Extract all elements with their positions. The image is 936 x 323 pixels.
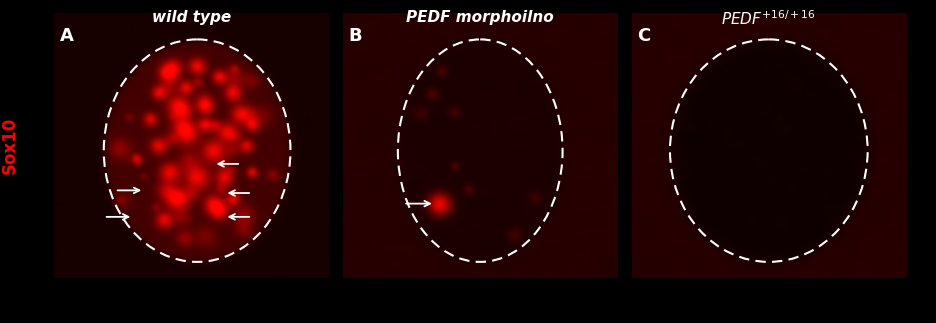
Text: A: A: [60, 27, 74, 45]
Text: wild type: wild type: [152, 10, 231, 25]
Text: PEDF morphoilno: PEDF morphoilno: [406, 10, 553, 25]
Text: $\mathit{PEDF}^{+16/+16}$: $\mathit{PEDF}^{+16/+16}$: [721, 10, 815, 28]
Text: C: C: [636, 27, 650, 45]
Text: Sox10: Sox10: [0, 117, 19, 174]
Text: B: B: [348, 27, 362, 45]
